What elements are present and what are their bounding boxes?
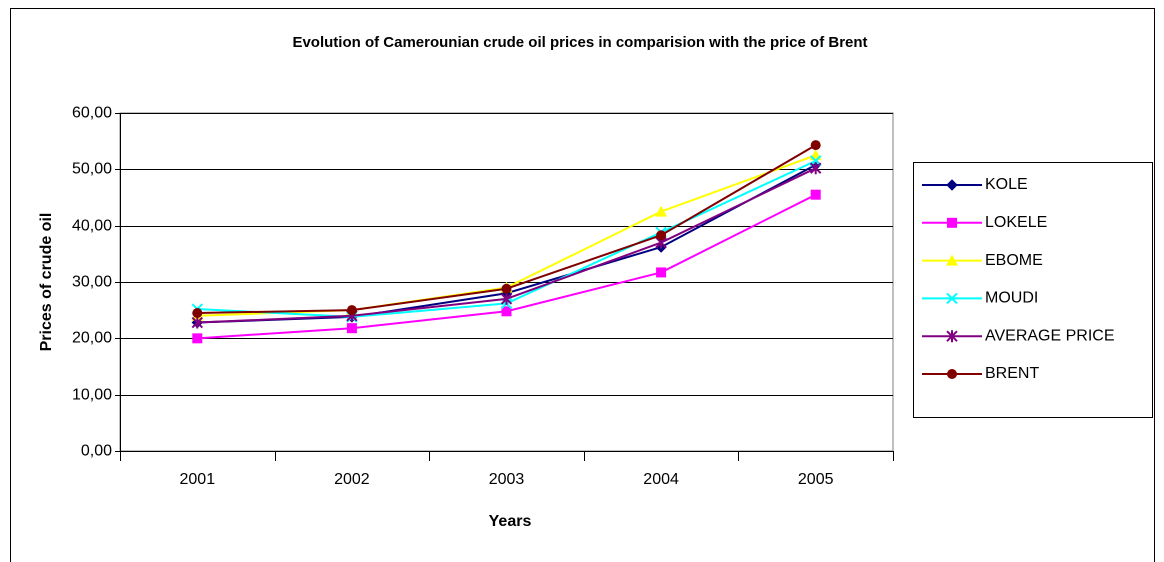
- legend-marker: [946, 179, 958, 191]
- data-point: [500, 292, 513, 305]
- data-point: [191, 316, 204, 329]
- legend-label: BRENT: [985, 365, 1039, 382]
- data-point: [656, 230, 667, 241]
- data-point: [192, 307, 203, 318]
- data-point: [346, 323, 357, 334]
- legend-label: MOUDI: [985, 290, 1038, 307]
- x-axis-title: Years: [489, 513, 532, 530]
- legend-label: KOLE: [985, 176, 1028, 193]
- legend-label: EBOME: [985, 252, 1043, 269]
- legend-marker: [946, 292, 958, 305]
- x-tick-label: 2001: [180, 471, 216, 488]
- x-tick-label: 2004: [643, 471, 679, 488]
- y-tick-label: 30,00: [72, 274, 112, 291]
- y-tick-label: 60,00: [72, 105, 112, 122]
- legend-label: AVERAGE PRICE: [985, 327, 1115, 344]
- x-tick-label: 2002: [334, 471, 370, 488]
- legend-marker: [947, 369, 957, 379]
- data-point: [810, 189, 821, 200]
- data-point: [809, 162, 822, 175]
- y-tick-label: 50,00: [72, 161, 112, 178]
- data-point: [346, 305, 357, 316]
- data-point: [655, 205, 668, 217]
- x-tick-label: 2003: [489, 471, 525, 488]
- y-tick-label: 10,00: [72, 387, 112, 404]
- y-axis-title: Prices of crude oil: [38, 213, 55, 352]
- chart-title: Evolution of Camerounian crude oil price…: [292, 34, 867, 51]
- y-tick-label: 40,00: [72, 218, 112, 235]
- data-point: [192, 333, 203, 344]
- legend-marker: [947, 217, 957, 228]
- legend-label: LOKELE: [985, 214, 1047, 231]
- data-point: [656, 267, 667, 278]
- x-tick-label: 2005: [798, 471, 834, 488]
- data-point: [810, 140, 821, 151]
- y-tick-label: 0,00: [81, 443, 112, 460]
- y-tick-label: 20,00: [72, 330, 112, 347]
- data-point: [501, 306, 512, 317]
- data-point: [501, 283, 512, 294]
- legend-marker: [946, 330, 958, 343]
- legend-marker: [946, 254, 958, 266]
